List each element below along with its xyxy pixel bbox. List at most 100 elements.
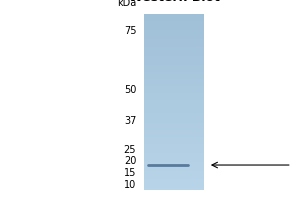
Bar: [144, 158, 204, 160]
Bar: [144, 72, 204, 74]
Bar: [144, 185, 204, 186]
Bar: [144, 76, 204, 77]
Bar: [144, 95, 204, 97]
Text: 10: 10: [124, 180, 136, 190]
Bar: [144, 93, 204, 95]
Bar: [144, 176, 204, 178]
Bar: [144, 79, 204, 81]
Text: Western Blot: Western Blot: [129, 0, 219, 4]
Bar: [144, 49, 204, 51]
Bar: [144, 120, 204, 121]
Bar: [144, 98, 204, 100]
Bar: [144, 171, 204, 172]
Bar: [144, 104, 204, 106]
Bar: [144, 40, 204, 42]
Bar: [144, 62, 204, 63]
Text: 75: 75: [124, 26, 136, 36]
Bar: [144, 127, 204, 128]
Bar: [144, 84, 204, 86]
Bar: [144, 118, 204, 120]
Text: 50: 50: [124, 85, 136, 95]
Bar: [144, 67, 204, 69]
Bar: [144, 19, 204, 21]
Bar: [144, 181, 204, 183]
Bar: [144, 183, 204, 185]
Bar: [144, 151, 204, 153]
Bar: [144, 116, 204, 118]
Bar: [144, 137, 204, 139]
Bar: [144, 58, 204, 60]
Bar: [144, 153, 204, 155]
Bar: [144, 146, 204, 148]
Text: 37: 37: [124, 116, 136, 126]
Bar: [144, 35, 204, 37]
Bar: [144, 111, 204, 113]
Bar: [144, 167, 204, 169]
Bar: [144, 47, 204, 49]
Bar: [144, 86, 204, 88]
Bar: [144, 106, 204, 107]
Bar: [144, 88, 204, 90]
Bar: [144, 144, 204, 146]
Bar: [144, 125, 204, 127]
Bar: [144, 23, 204, 25]
Bar: [144, 30, 204, 32]
Bar: [144, 100, 204, 102]
Bar: [144, 16, 204, 18]
Text: 20: 20: [124, 156, 136, 166]
Bar: [144, 91, 204, 93]
Text: 15: 15: [124, 168, 136, 178]
Bar: [144, 25, 204, 26]
Bar: [144, 44, 204, 46]
Bar: [144, 74, 204, 76]
Bar: [144, 26, 204, 28]
Bar: [144, 42, 204, 44]
Bar: [144, 121, 204, 123]
Bar: [144, 33, 204, 35]
Bar: [144, 90, 204, 91]
Bar: [144, 128, 204, 130]
Bar: [144, 174, 204, 176]
Bar: [144, 53, 204, 54]
Bar: [144, 169, 204, 171]
Bar: [144, 178, 204, 179]
Bar: [144, 155, 204, 157]
Bar: [144, 142, 204, 144]
Bar: [144, 18, 204, 19]
Text: kDa: kDa: [117, 0, 136, 8]
Bar: [144, 130, 204, 132]
Bar: [144, 188, 204, 190]
Bar: [144, 37, 204, 39]
Bar: [144, 51, 204, 53]
Bar: [144, 81, 204, 83]
Bar: [144, 139, 204, 141]
Bar: [144, 65, 204, 67]
Text: 25: 25: [124, 145, 136, 155]
Bar: [144, 134, 204, 135]
Bar: [144, 113, 204, 114]
Bar: [144, 77, 204, 79]
Bar: [144, 39, 204, 40]
Bar: [144, 28, 204, 30]
Bar: [144, 148, 204, 150]
Bar: [144, 162, 204, 164]
Bar: [144, 107, 204, 109]
Bar: [144, 160, 204, 162]
Bar: [144, 141, 204, 142]
Bar: [144, 172, 204, 174]
Bar: [144, 102, 204, 104]
Bar: [144, 32, 204, 33]
Bar: [144, 164, 204, 165]
Bar: [144, 135, 204, 137]
Bar: [144, 83, 204, 84]
Bar: [144, 114, 204, 116]
Bar: [144, 97, 204, 98]
Bar: [144, 63, 204, 65]
Bar: [144, 21, 204, 23]
Bar: [144, 70, 204, 72]
Bar: [144, 150, 204, 151]
Bar: [144, 165, 204, 167]
Bar: [144, 60, 204, 62]
Bar: [144, 179, 204, 181]
Bar: [144, 157, 204, 158]
